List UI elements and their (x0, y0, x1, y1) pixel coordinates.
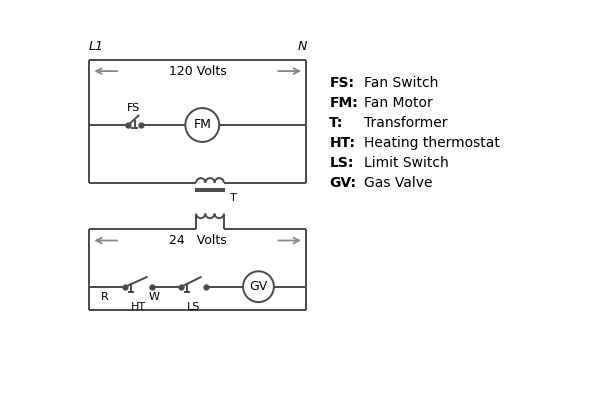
Text: LS:: LS: (329, 156, 353, 170)
Text: Transformer: Transformer (364, 116, 447, 130)
Text: Limit Switch: Limit Switch (364, 156, 449, 170)
Text: Fan Switch: Fan Switch (364, 76, 438, 90)
Text: Fan Motor: Fan Motor (364, 96, 432, 110)
Text: 120 Volts: 120 Volts (169, 64, 227, 78)
Text: HT: HT (131, 302, 146, 312)
Text: W: W (148, 292, 159, 302)
Text: T: T (230, 193, 237, 203)
Text: R: R (101, 292, 109, 302)
Text: Heating thermostat: Heating thermostat (364, 136, 500, 150)
Text: 24   Volts: 24 Volts (169, 234, 227, 247)
Text: FS: FS (127, 103, 140, 113)
Text: GV: GV (250, 280, 268, 293)
Text: N: N (297, 40, 307, 53)
Text: FS:: FS: (329, 76, 355, 90)
Text: FM:: FM: (329, 96, 358, 110)
Text: HT:: HT: (329, 136, 355, 150)
Text: FM: FM (194, 118, 211, 132)
Text: T:: T: (329, 116, 344, 130)
Text: Gas Valve: Gas Valve (364, 176, 432, 190)
Text: L1: L1 (88, 40, 103, 53)
Text: LS: LS (187, 302, 201, 312)
Text: GV:: GV: (329, 176, 356, 190)
